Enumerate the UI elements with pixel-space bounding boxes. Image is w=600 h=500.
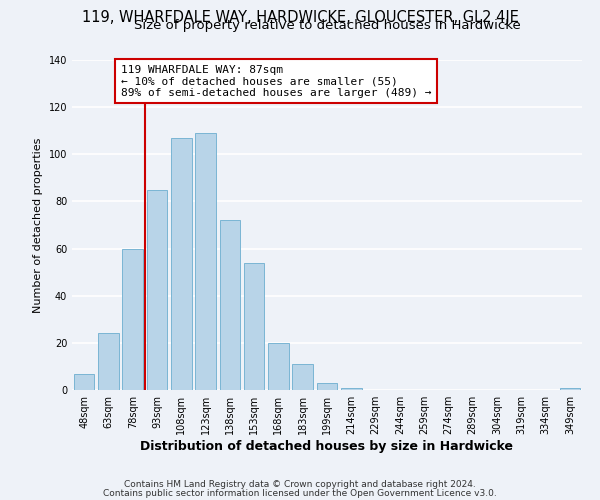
Title: Size of property relative to detached houses in Hardwicke: Size of property relative to detached ho… xyxy=(134,20,520,32)
Bar xyxy=(292,364,313,390)
X-axis label: Distribution of detached houses by size in Hardwicke: Distribution of detached houses by size … xyxy=(140,440,514,453)
Bar xyxy=(560,388,580,390)
Text: 119, WHARFDALE WAY, HARDWICKE, GLOUCESTER, GL2 4JE: 119, WHARFDALE WAY, HARDWICKE, GLOUCESTE… xyxy=(82,10,518,25)
Bar xyxy=(195,133,216,390)
Bar xyxy=(122,248,143,390)
Bar xyxy=(171,138,191,390)
Bar xyxy=(317,383,337,390)
Bar xyxy=(146,190,167,390)
Text: Contains public sector information licensed under the Open Government Licence v3: Contains public sector information licen… xyxy=(103,488,497,498)
Bar xyxy=(98,334,119,390)
Bar xyxy=(341,388,362,390)
Bar xyxy=(220,220,240,390)
Y-axis label: Number of detached properties: Number of detached properties xyxy=(33,138,43,312)
Text: Contains HM Land Registry data © Crown copyright and database right 2024.: Contains HM Land Registry data © Crown c… xyxy=(124,480,476,489)
Bar xyxy=(74,374,94,390)
Bar xyxy=(268,343,289,390)
Text: 119 WHARFDALE WAY: 87sqm
← 10% of detached houses are smaller (55)
89% of semi-d: 119 WHARFDALE WAY: 87sqm ← 10% of detach… xyxy=(121,64,431,98)
Bar xyxy=(244,262,265,390)
